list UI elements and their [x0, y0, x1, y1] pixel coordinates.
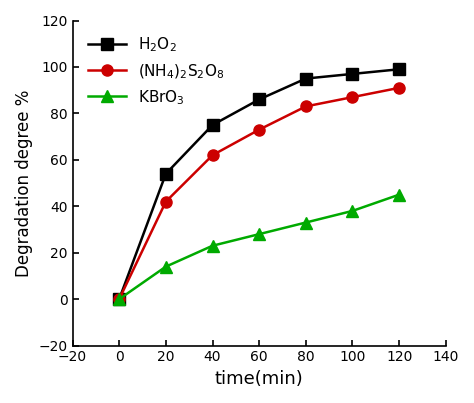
(NH$_4$)$_2$S$_2$O$_8$ [350, 95, 356, 100]
KBrO$_3$ [210, 243, 215, 248]
KBrO$_3$ [303, 220, 309, 225]
KBrO$_3$ [396, 192, 402, 197]
H$_2$O$_2$ [210, 123, 215, 127]
Line: (NH$_4$)$_2$S$_2$O$_8$: (NH$_4$)$_2$S$_2$O$_8$ [114, 82, 405, 305]
H$_2$O$_2$ [350, 71, 356, 76]
H$_2$O$_2$ [303, 76, 309, 81]
KBrO$_3$ [350, 208, 356, 213]
H$_2$O$_2$ [116, 297, 122, 301]
(NH$_4$)$_2$S$_2$O$_8$ [210, 153, 215, 158]
(NH$_4$)$_2$S$_2$O$_8$ [163, 199, 169, 204]
H$_2$O$_2$ [396, 67, 402, 72]
KBrO$_3$ [163, 264, 169, 269]
Line: KBrO$_3$: KBrO$_3$ [114, 189, 405, 305]
(NH$_4$)$_2$S$_2$O$_8$ [396, 85, 402, 90]
H$_2$O$_2$ [163, 171, 169, 176]
H$_2$O$_2$ [256, 97, 262, 102]
(NH$_4$)$_2$S$_2$O$_8$ [256, 127, 262, 132]
KBrO$_3$ [116, 297, 122, 301]
Legend: H$_2$O$_2$, (NH$_4$)$_2$S$_2$O$_8$, KBrO$_3$: H$_2$O$_2$, (NH$_4$)$_2$S$_2$O$_8$, KBrO… [80, 28, 232, 114]
Y-axis label: Degradation degree %: Degradation degree % [15, 89, 33, 277]
(NH$_4$)$_2$S$_2$O$_8$ [116, 297, 122, 301]
Line: H$_2$O$_2$: H$_2$O$_2$ [114, 64, 405, 305]
(NH$_4$)$_2$S$_2$O$_8$ [303, 104, 309, 109]
X-axis label: time(min): time(min) [215, 370, 303, 388]
KBrO$_3$ [256, 232, 262, 237]
